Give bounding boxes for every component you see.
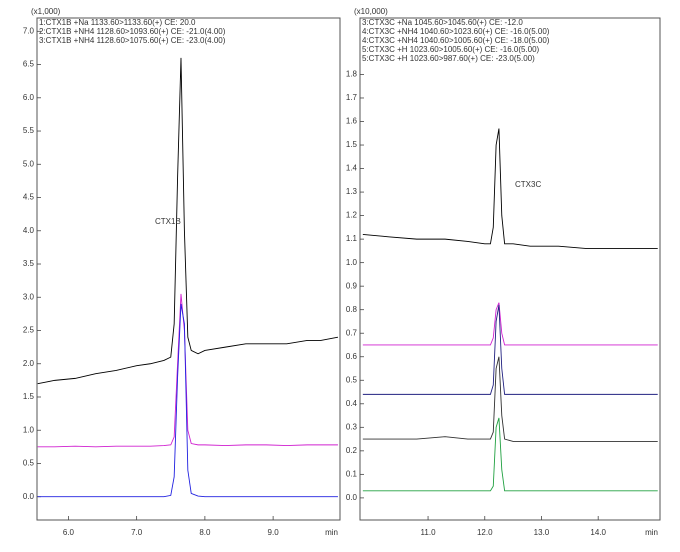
compound-annotation: CTX3C: [515, 180, 541, 189]
y-tick-label: 0.9: [346, 281, 358, 290]
trace-line: [37, 293, 338, 448]
y-tick-label: 0.5: [346, 375, 358, 384]
y-scale-label: (x10,000): [354, 7, 388, 16]
y-tick-label: 1.7: [346, 93, 358, 102]
plot-frame: [359, 17, 661, 521]
y-tick-label: 6.5: [23, 60, 35, 69]
y-tick-label: 0.5: [23, 459, 35, 468]
x-tick-label: 12.0: [477, 528, 493, 537]
legend-entry: 5:CTX3C +H 1023.60>987.60(+) CE: -23.0(5…: [362, 54, 535, 63]
y-tick-label: 0.8: [346, 305, 358, 314]
y-tick-label: 5.0: [23, 159, 35, 168]
y-tick-label: 1.4: [346, 164, 358, 173]
legend-entry: 1:CTX1B +Na 1133.60>1133.60(+) CE: 20.0: [39, 18, 196, 27]
y-tick-label: 0.0: [346, 493, 358, 502]
y-tick-label: 1.3: [346, 187, 358, 196]
plot-frame: [36, 17, 341, 521]
y-tick-label: 0.0: [23, 492, 35, 501]
y-tick-label: 0.2: [346, 446, 358, 455]
y-tick-label: 1.0: [346, 258, 358, 267]
trace-line: [362, 128, 658, 249]
y-tick-label: 1.0: [23, 425, 35, 434]
trace-line: [362, 302, 658, 346]
y-tick-label: 1.5: [346, 140, 358, 149]
y-scale-label: (x1,000): [31, 7, 61, 16]
y-tick-label: 0.7: [346, 328, 358, 337]
legend-entry: 2:CTX1B +NH4 1128.60>1093.60(+) CE: -21.…: [39, 27, 226, 36]
x-tick-label: 7.0: [131, 528, 143, 537]
y-tick-label: 2.0: [23, 359, 35, 368]
compound-annotation: CTX1B: [155, 217, 181, 226]
y-tick-label: 0.4: [346, 399, 358, 408]
y-tick-label: 1.8: [346, 70, 358, 79]
legend-entry: 4:CTX3C +NH4 1040.60>1023.60(+) CE: -16.…: [362, 27, 550, 36]
trace-line: [37, 57, 339, 385]
y-tick-label: 1.5: [23, 392, 35, 401]
trace-line: [362, 356, 658, 442]
x-tick-label: 6.0: [63, 528, 75, 537]
y-tick-label: 0.1: [346, 469, 358, 478]
y-tick-label: 0.6: [346, 352, 358, 361]
y-tick-label: 1.2: [346, 211, 358, 220]
y-tick-label: 5.5: [23, 126, 35, 135]
y-tick-label: 4.0: [23, 226, 35, 235]
y-tick-label: 6.0: [23, 93, 35, 102]
legend-entry: 3:CTX1B +NH4 1128.60>1075.60(+) CE: -23.…: [39, 36, 226, 45]
x-axis-label: min: [325, 528, 338, 537]
x-tick-label: 13.0: [534, 528, 550, 537]
trace-line: [362, 304, 658, 395]
y-tick-label: 1.1: [346, 234, 358, 243]
x-tick-label: 8.0: [199, 528, 211, 537]
y-tick-label: 3.5: [23, 259, 35, 268]
y-tick-label: 2.5: [23, 326, 35, 335]
legend-entry: 4:CTX3C +NH4 1040.60>1005.60(+) CE: -18.…: [362, 36, 550, 45]
x-tick-label: 9.0: [268, 528, 280, 537]
y-tick-label: 1.6: [346, 117, 358, 126]
x-axis-label: min: [645, 528, 658, 537]
x-tick-label: 14.0: [590, 528, 606, 537]
trace-line: [362, 417, 658, 492]
legend-entry: 5:CTX3C +H 1023.60>1005.60(+) CE: -16.0(…: [362, 45, 540, 54]
trace-line: [37, 303, 338, 498]
legend-entry: 3:CTX3C +Na 1045.60>1045.60(+) CE: -12.0: [362, 18, 523, 27]
y-tick-label: 4.5: [23, 193, 35, 202]
y-tick-label: 0.3: [346, 422, 358, 431]
y-tick-label: 3.0: [23, 292, 35, 301]
y-tick-label: 7.0: [23, 26, 35, 35]
x-tick-label: 11.0: [421, 528, 437, 537]
